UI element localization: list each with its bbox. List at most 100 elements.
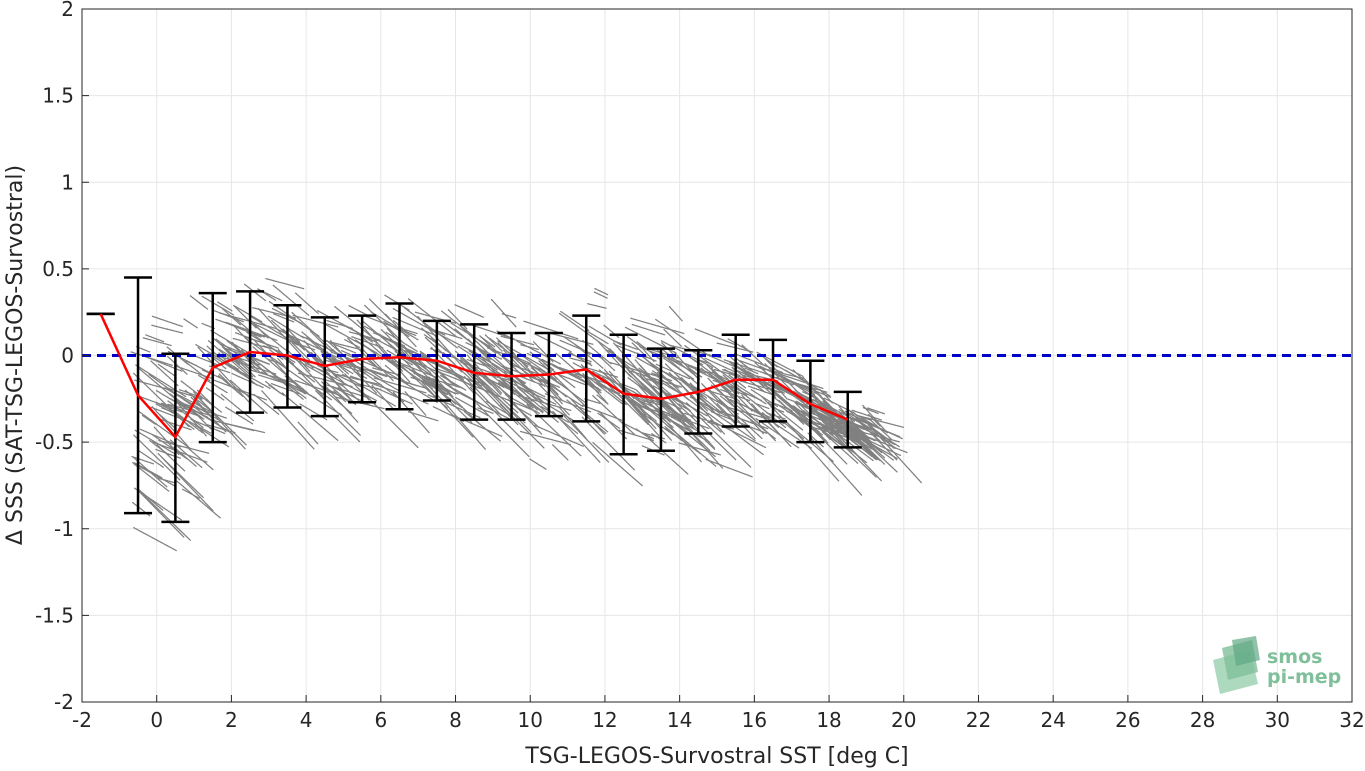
scatter-trace xyxy=(195,343,240,371)
scatter-trace xyxy=(353,370,368,380)
scatter-trace xyxy=(809,420,834,435)
scatter-trace xyxy=(193,391,246,450)
scatter-trace xyxy=(455,396,489,417)
scatter-trace xyxy=(385,313,417,348)
scatter-trace xyxy=(326,319,354,330)
scatter-trace xyxy=(334,306,378,342)
scatter-trace xyxy=(676,374,707,404)
scatter-trace xyxy=(766,412,786,420)
scatter-trace xyxy=(205,387,225,401)
scatter-trace xyxy=(150,360,180,387)
scatter-trace xyxy=(582,339,613,365)
scatter-trace xyxy=(525,390,579,435)
scatter-trace xyxy=(859,418,904,440)
scatter-trace xyxy=(630,317,685,335)
scatter-trace xyxy=(594,287,609,296)
scatter-trace xyxy=(334,416,361,443)
scatter-trace xyxy=(309,352,354,402)
scatter-trace xyxy=(569,351,593,367)
scatter-trace xyxy=(702,352,754,376)
scatter-trace xyxy=(838,405,873,444)
scatter-trace xyxy=(700,367,732,393)
scatter-trace xyxy=(529,458,548,471)
scatter-trace xyxy=(639,364,657,384)
scatter-trace xyxy=(466,358,486,367)
scatter-trace xyxy=(404,350,435,365)
scatter-trace xyxy=(176,480,221,519)
scatter-trace xyxy=(602,375,655,403)
scatter-trace xyxy=(517,374,544,386)
scatter-trace xyxy=(751,403,792,447)
scatter-trace xyxy=(744,367,759,375)
scatter-trace xyxy=(265,380,281,394)
scatter-trace xyxy=(765,358,779,368)
scatter-trace xyxy=(220,393,255,422)
scatter-trace xyxy=(558,373,587,386)
scatter-trace xyxy=(356,319,404,372)
scatter-trace xyxy=(718,399,756,440)
y-tick-label: 0 xyxy=(61,344,74,368)
scatter-trace xyxy=(292,314,339,328)
scatter-trace xyxy=(317,310,367,338)
scatter-trace xyxy=(532,373,584,408)
scatter-trace xyxy=(302,360,353,388)
scatter-trace xyxy=(207,340,251,378)
scatter-trace xyxy=(777,403,824,436)
scatter-trace xyxy=(218,373,239,394)
scatter-trace xyxy=(210,329,254,357)
scatter-trace xyxy=(226,353,254,378)
scatter-trace xyxy=(298,343,316,351)
scatter-trace xyxy=(252,322,299,346)
y-tick-label: 1.5 xyxy=(42,84,74,108)
scatter-trace xyxy=(762,412,780,428)
scatter-trace xyxy=(581,416,636,471)
scatter-trace xyxy=(376,387,413,405)
scatter-trace xyxy=(131,455,155,465)
x-tick-label: 18 xyxy=(816,708,841,732)
scatter-trace xyxy=(252,307,297,319)
scatter-trace xyxy=(356,366,400,392)
scatter-trace xyxy=(370,311,420,341)
scatter-trace xyxy=(440,398,486,450)
scatter-trace xyxy=(500,335,535,346)
scatter-trace xyxy=(534,424,584,447)
x-tick-label: 8 xyxy=(449,708,462,732)
scatter-trace xyxy=(641,346,655,363)
scatter-trace xyxy=(544,393,592,413)
scatter-trace xyxy=(462,367,519,426)
scatter-trace xyxy=(670,416,696,430)
scatter-trace xyxy=(353,359,383,380)
scatter-trace xyxy=(595,383,638,404)
scatter-trace xyxy=(138,489,164,511)
scatter-trace xyxy=(647,408,688,444)
scatter-trace xyxy=(559,411,610,463)
scatter-trace xyxy=(180,380,222,413)
scatter-trace xyxy=(407,411,439,422)
scatter-trace xyxy=(647,396,692,422)
scatter-trace xyxy=(258,374,305,390)
scatter-trace xyxy=(603,371,660,437)
scatter-trace xyxy=(747,385,776,397)
scatter-trace xyxy=(699,402,757,442)
scatter-trace xyxy=(701,383,723,405)
scatter-trace xyxy=(728,374,747,389)
scatter-trace xyxy=(577,406,609,433)
scatter-trace xyxy=(694,328,735,345)
scatter-trace xyxy=(592,394,636,436)
scatter-trace xyxy=(476,402,530,458)
scatter-trace xyxy=(755,418,800,449)
scatter-trace xyxy=(272,313,295,323)
scatter-trace xyxy=(178,416,195,430)
scatter-trace xyxy=(186,446,214,471)
scatter-trace xyxy=(217,301,233,312)
scatter-trace xyxy=(476,378,510,414)
logo-line1: smos xyxy=(1267,646,1322,668)
scatter-trace xyxy=(133,434,181,481)
scatter-trace xyxy=(453,388,486,407)
scatter-trace xyxy=(185,360,199,367)
scatter-trace xyxy=(219,312,277,329)
scatter-trace xyxy=(668,305,683,322)
scatter-trace xyxy=(837,434,882,482)
scatter-trace xyxy=(484,375,502,396)
